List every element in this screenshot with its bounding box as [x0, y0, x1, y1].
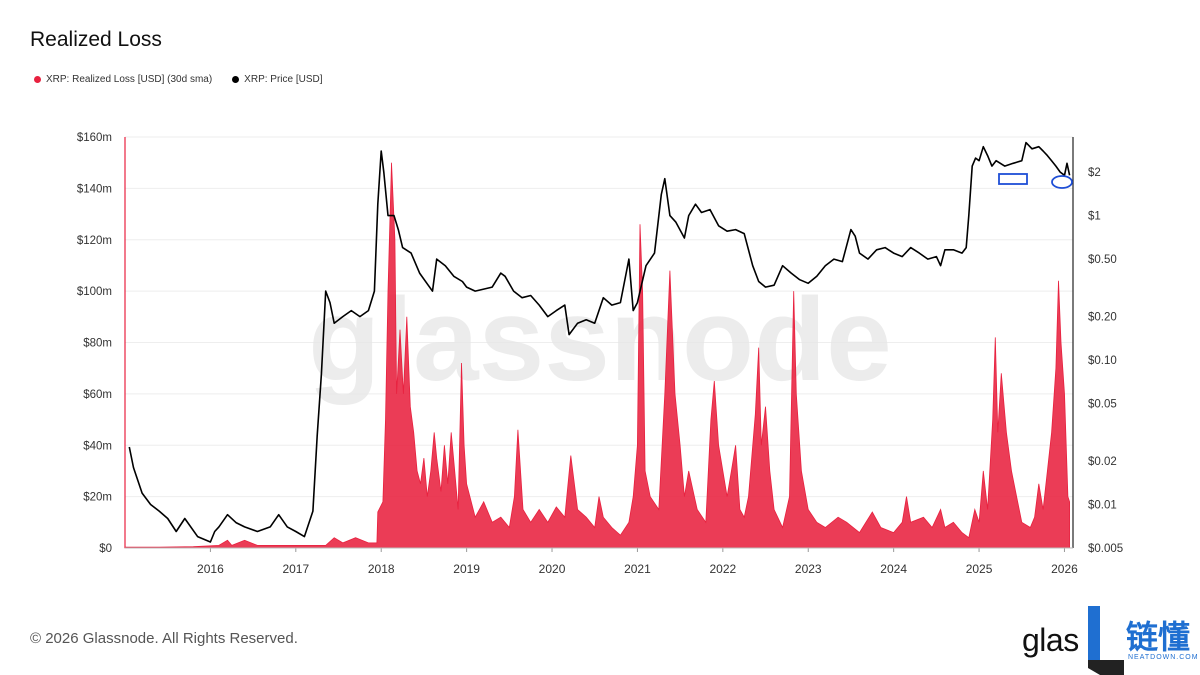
realized-loss-series: [124, 162, 1071, 549]
y-right-tick-label: $0.005: [1088, 543, 1123, 555]
y-right-tick-label: $0.50: [1088, 254, 1117, 266]
y-right-tick-label: $0.20: [1088, 312, 1117, 324]
y-right-tick-label: $1: [1088, 211, 1101, 223]
x-tick-label: 2016: [197, 562, 224, 576]
chart-title: Realized Loss: [30, 28, 162, 51]
y-left-tick-label: $40m: [83, 440, 112, 452]
legend-item-price[interactable]: XRP: Price [USD]: [232, 74, 323, 85]
y-left-tick-label: $160m: [77, 132, 112, 144]
legend-marker-realized-loss: [34, 76, 41, 83]
y-left-tick-label: $80m: [83, 338, 112, 350]
annotation-circle: [1051, 175, 1073, 189]
brand-glas-text: glas: [1022, 622, 1079, 658]
copyright-text: © 2026 Glassnode. All Rights Reserved.: [30, 630, 298, 647]
x-tick-label: 2018: [368, 562, 395, 576]
brand-cn-text: 链懂: [1126, 619, 1191, 655]
price-line: [128, 141, 1071, 543]
legend-item-realized-loss[interactable]: XRP: Realized Loss [USD] (30d sma): [34, 74, 212, 85]
brand-l-icon: [1088, 606, 1124, 675]
x-tick-label: 2026: [1051, 562, 1078, 576]
y-right-tick-label: $0.05: [1088, 399, 1117, 411]
chart-canvas: glassnode $0$20m$40m$60m$80m$100m$120m$1…: [77, 132, 1123, 576]
y-right-tick-label: $0.01: [1088, 500, 1117, 512]
legend-marker-price: [232, 76, 240, 83]
x-tick-label: 2022: [709, 562, 736, 576]
annotation-box: [998, 173, 1028, 185]
x-tick-label: 2020: [539, 562, 566, 576]
brand-logo: glas 链懂 NEATDOWN.COM: [1022, 606, 1200, 675]
annotations: [998, 173, 1073, 189]
chart-legend: XRP: Realized Loss [USD] (30d sma) XRP: …: [34, 74, 323, 85]
x-tick-label: 2017: [282, 562, 309, 576]
y-left-tick-label: $0: [99, 543, 112, 555]
x-tick-label: 2021: [624, 562, 651, 576]
realized-loss-area: [124, 162, 1071, 549]
x-tick-label: 2024: [880, 562, 907, 576]
brand-en-text: NEATDOWN.COM: [1128, 654, 1199, 661]
y-right-tick-label: $2: [1088, 167, 1101, 179]
y-right-tick-label: $0.02: [1088, 456, 1117, 468]
axes: $0 $20m $40m $60m $80m $100m $120m $140m $160m $0…: [77, 132, 1123, 576]
price-series: [128, 141, 1071, 543]
x-tick-label: 2023: [795, 562, 822, 576]
y-left-tick-label: $60m: [83, 389, 112, 401]
x-tick-label: 2019: [453, 562, 480, 576]
x-tick-label: 2025: [966, 562, 993, 576]
y-left-tick-label: $100m: [77, 286, 112, 298]
y-left-tick-label: $20m: [83, 492, 112, 504]
y-left-tick-label: $140m: [77, 183, 112, 195]
y-right-tick-label: $0.10: [1088, 355, 1117, 367]
legend-label-realized-loss: XRP: Realized Loss [USD] (30d sma): [46, 74, 213, 85]
y-left-tick-label: $120m: [77, 235, 112, 247]
legend-label-price: XRP: Price [USD]: [244, 74, 323, 85]
